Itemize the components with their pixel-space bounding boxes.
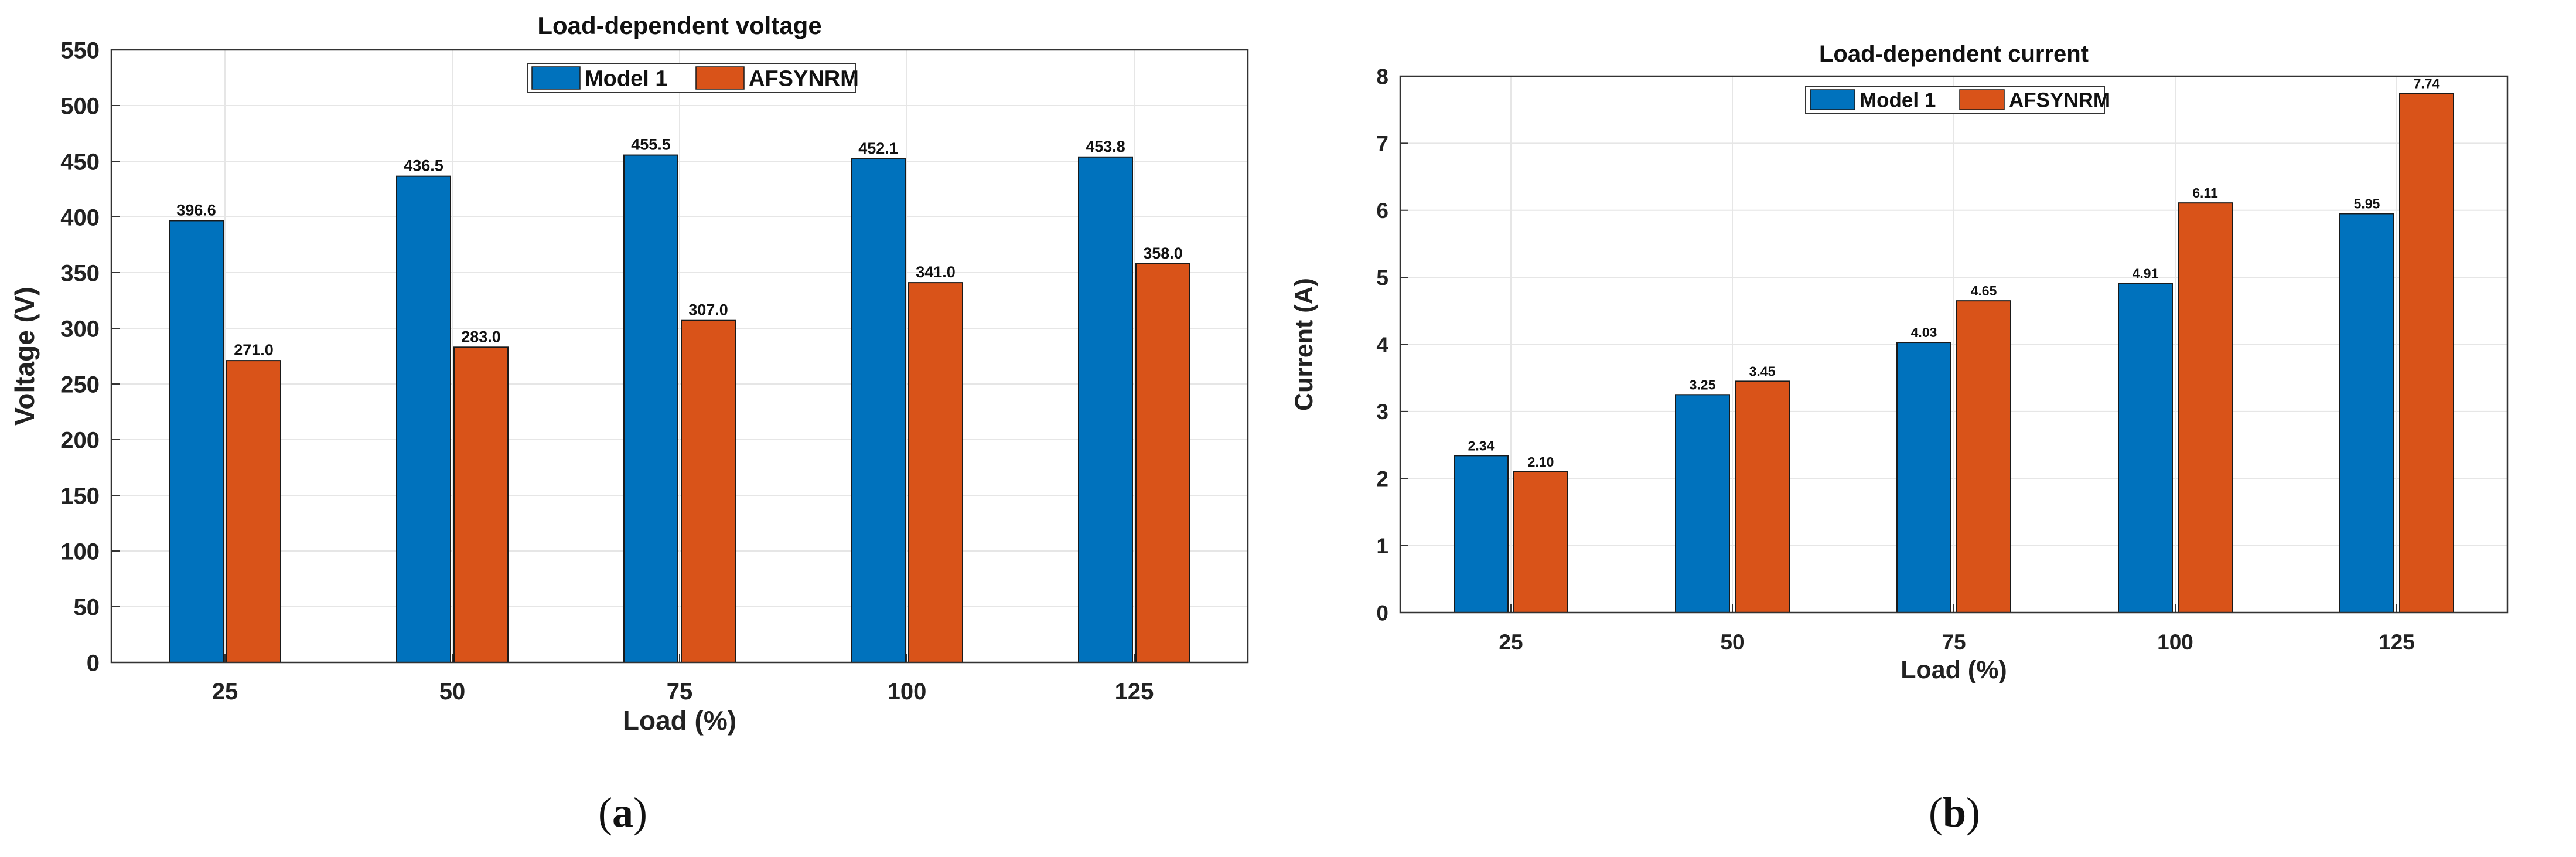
bar [396,175,451,663]
bar [908,282,963,664]
x-tick-label: 75 [667,679,693,705]
data-label: 452.1 [858,140,898,157]
legend-swatch [695,66,745,90]
legend: Model 1 AFSYNRM [1805,86,2110,114]
y-tick-label: 150 [60,483,100,509]
bar [2178,202,2233,613]
chart-title: Load-dependent voltage [537,12,821,39]
y-tick-label: 3 [1376,400,1388,424]
x-tick-label: 50 [1720,630,1744,654]
y-tick-label: 0 [87,650,100,676]
bar [169,220,224,663]
x-tick-label: 25 [1499,630,1523,654]
axes-box [110,49,1249,664]
x-tick-label: 100 [2157,630,2193,654]
x-axis-label: Load (%) [1901,656,2007,684]
legend-box [527,63,856,93]
data-label: 4.91 [2133,266,2159,281]
subfigure-caption: (b) [1929,789,1980,836]
bar [1078,156,1133,663]
bar [2399,93,2454,614]
bar [1896,342,1951,613]
y-tick-label: 5 [1376,266,1388,290]
data-label: 4.65 [1971,283,1997,298]
legend-label: Model 1 [1860,89,1936,112]
bar [1675,394,1730,613]
data-label: 2.34 [1468,438,1495,453]
y-tick-label: 1 [1376,534,1388,558]
legend-label: Model 1 [585,67,667,91]
y-tick-label: 7 [1376,132,1388,156]
x-tick-label: 125 [2379,630,2415,654]
data-label: 396.6 [176,201,216,219]
bar [1454,455,1509,613]
data-label: 3.25 [1690,377,1716,392]
x-tick-label: 25 [212,679,238,705]
y-tick-label: 4 [1376,333,1388,357]
bar [226,360,281,663]
y-tick-label: 0 [1376,601,1388,625]
data-label: 271.0 [234,341,274,359]
y-tick-label: 6 [1376,199,1388,223]
data-label: 283.0 [461,328,501,345]
current-chart: 0 1 2 3 4 5 6 7 8 25 50 75 100 125 2.34 3.25 4.03 4.91 5.9… [1290,41,2509,836]
y-tick-label: 300 [60,316,100,342]
x-tick-label: 50 [439,679,466,705]
x-axis-label: Load (%) [623,705,736,736]
y-axis-label: Current (A) [1290,278,1318,411]
legend-swatch [1959,89,2005,110]
data-label: 453.8 [1086,138,1125,155]
bar [681,319,736,663]
data-label: 7.74 [2414,76,2440,91]
y-tick-label: 250 [60,372,100,397]
bar [623,154,678,663]
y-tick-label: 50 [74,594,100,620]
bar [2339,213,2394,613]
data-label: 455.5 [631,136,671,154]
bar [1956,300,2011,613]
y-tick-label: 350 [60,260,100,286]
data-label: 358.0 [1143,244,1183,262]
y-tick-label: 2 [1376,467,1388,491]
x-tick-label: 125 [1115,679,1154,705]
x-tick-label: 75 [1942,630,1966,654]
data-label: 3.45 [1749,363,1776,379]
axes-box [1399,75,2509,614]
data-label: 341.0 [916,263,956,281]
x-tick-label: 100 [888,679,927,705]
legend-swatch [531,66,581,90]
data-label: 4.03 [1911,325,1937,340]
bar [851,158,906,663]
y-tick-label: 400 [60,205,100,230]
bar [2118,283,2173,613]
subfigure-caption: (a) [598,789,647,836]
y-tick-label: 100 [60,539,100,564]
data-label: 6.11 [2192,185,2218,200]
legend-swatch [1810,89,1855,110]
legend: Model 1 AFSYNRM [527,63,859,93]
data-label: 5.95 [2354,196,2380,211]
data-label: 307.0 [688,301,728,319]
legend-label: AFSYNRM [2009,89,2110,112]
y-tick-label: 500 [60,93,100,119]
bar [1135,263,1190,663]
voltage-chart: 0 50 100 150 200 250 300 350 400 450 500 550 25 50 75 1… [9,12,1249,836]
y-tick-label: 550 [60,38,100,63]
y-tick-label: 450 [60,149,100,175]
y-axis-label: Voltage (V) [9,287,40,426]
y-tick-label: 8 [1376,64,1388,89]
bar [453,346,509,663]
data-label: 2.10 [1528,454,1554,470]
bar [1735,380,1790,613]
y-tick-label: 200 [60,427,100,453]
chart-title: Load-dependent current [1819,41,2089,67]
bar [1513,471,1568,613]
legend-box [1805,86,2105,114]
data-label: 436.5 [404,157,443,175]
legend-label: AFSYNRM [749,67,859,91]
